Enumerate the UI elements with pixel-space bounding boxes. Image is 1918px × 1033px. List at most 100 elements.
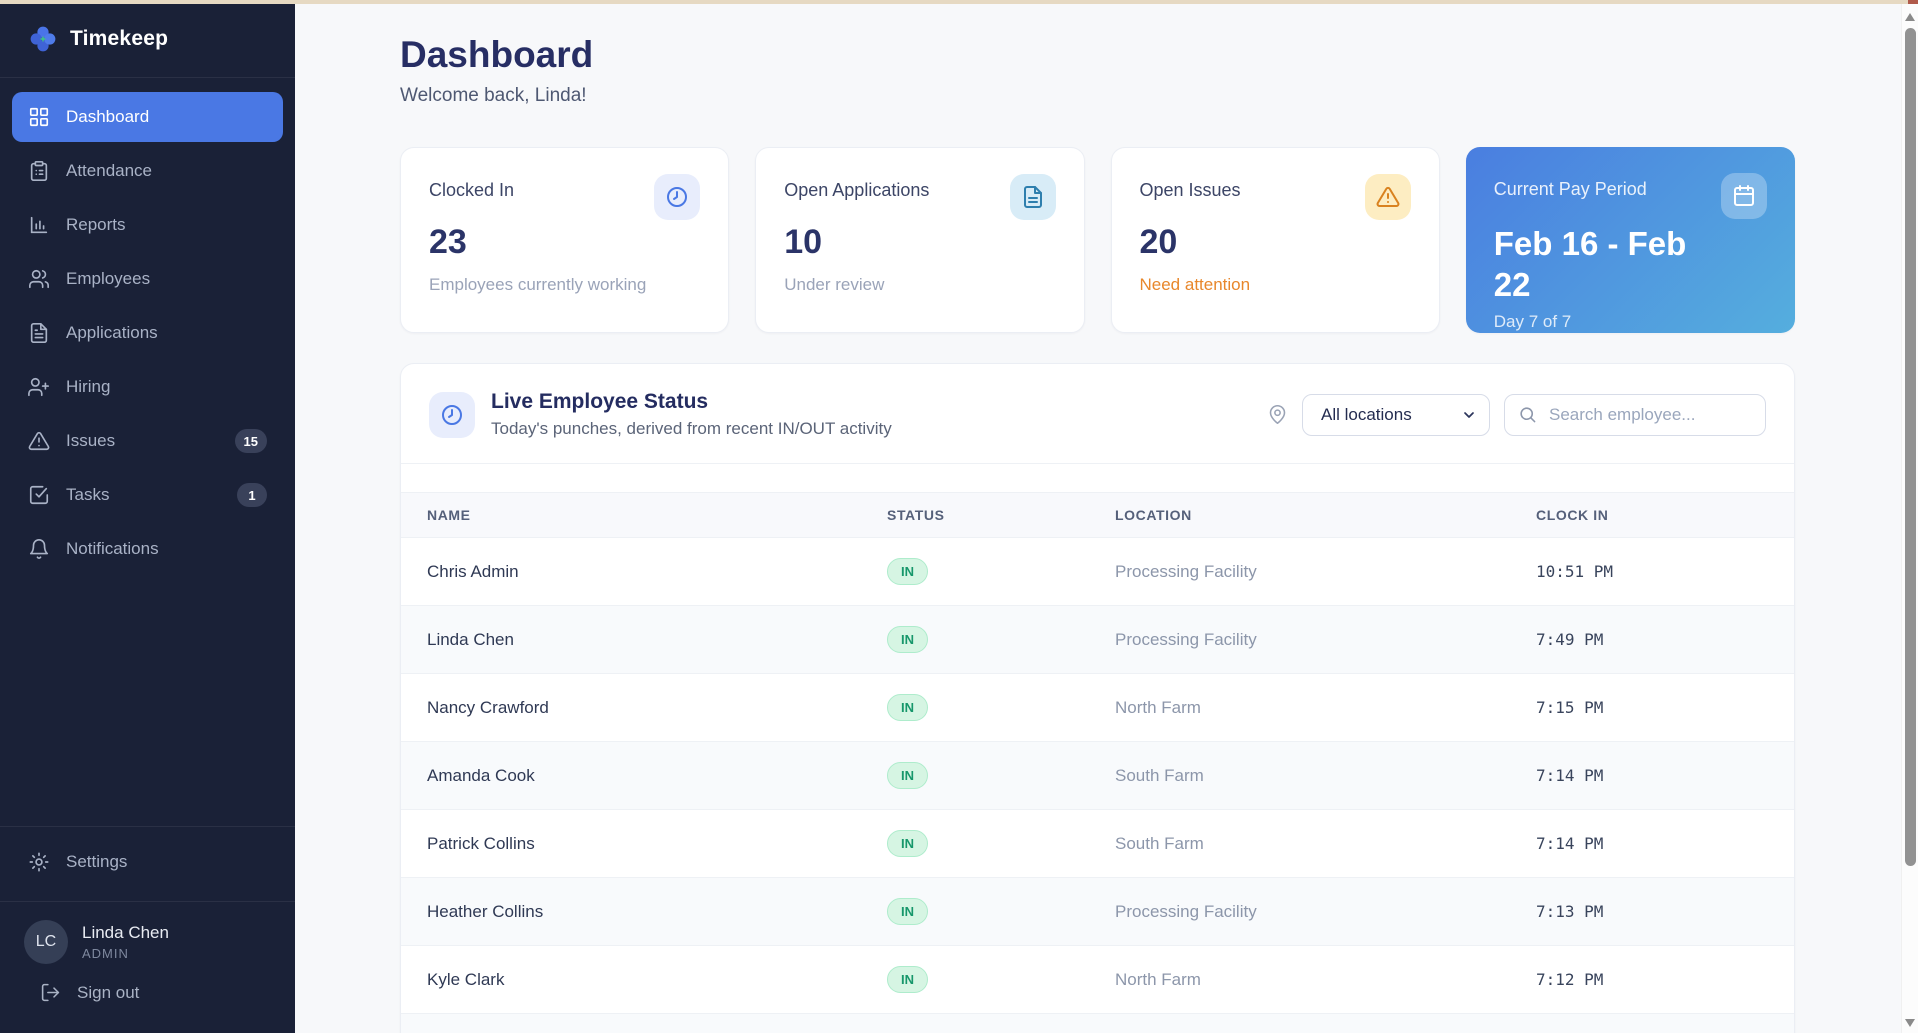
employee-name: Kyle Clark xyxy=(401,945,887,1014)
sidebar-item-label: Employees xyxy=(66,269,151,288)
search-icon xyxy=(1518,405,1537,429)
sidebar-item-label: Hiring xyxy=(66,377,111,396)
warning-icon xyxy=(1364,174,1411,220)
sidebar-item-reports[interactable]: Reports xyxy=(12,200,283,250)
employee-location: South Farm xyxy=(1115,809,1536,878)
employee-name: Patrick Collins xyxy=(401,809,887,878)
stat-card-pay-period: Current Pay Period Feb 16 - Feb 22 Day 7… xyxy=(1465,147,1795,333)
dashboard-icon xyxy=(28,106,50,128)
clock-in-time: 10:51 PM xyxy=(1536,537,1794,606)
page-subtitle: Welcome back, Linda! xyxy=(400,85,587,106)
sidebar-item-hiring[interactable]: Hiring xyxy=(12,362,283,412)
window-edge-accent xyxy=(1908,0,1918,4)
stat-card-clocked-in: Clocked In 23 Employees currently workin… xyxy=(400,147,730,333)
page-title: Dashboard xyxy=(400,34,594,75)
employee-location: North Farm xyxy=(1115,945,1536,1014)
table-row[interactable]: Amanda Cook IN South Farm 7:14 PM xyxy=(401,741,1794,810)
employee-name: Guillermo Cervantes xyxy=(401,1013,887,1033)
employee-location: South Farm xyxy=(1115,741,1536,810)
app-logo: Timekeep xyxy=(0,0,295,78)
table-row[interactable]: Patrick Collins IN South Farm 7:14 PM xyxy=(401,809,1794,878)
stat-label: Open Issues xyxy=(1139,180,1241,200)
user-name: Linda Chen xyxy=(82,923,169,942)
column-header-clock-in: CLOCK IN xyxy=(1536,492,1794,538)
sidebar-item-applications[interactable]: Applications xyxy=(12,308,283,358)
sign-out-icon xyxy=(40,982,61,1003)
stat-value: 23 xyxy=(429,223,467,261)
sidebar-item-label: Tasks xyxy=(66,485,110,504)
status-badge: IN xyxy=(887,694,928,721)
stat-subtext: Employees currently working xyxy=(429,274,647,294)
attendance-icon xyxy=(28,160,50,182)
scroll-down-arrow-icon[interactable] xyxy=(1905,1019,1915,1027)
stat-card-open-issues: Open Issues 20 Need attention xyxy=(1110,147,1440,333)
clock-in-time: 7:14 PM xyxy=(1536,741,1794,810)
table-row[interactable]: Guillermo Cervantes IN South Farm 7:11 P… xyxy=(401,1013,1794,1033)
employee-location: Processing Facility xyxy=(1115,877,1536,946)
panel-subtitle: Today's punches, derived from recent IN/… xyxy=(491,419,892,438)
table-row[interactable]: Chris Admin IN Processing Facility 10:51… xyxy=(401,537,1794,606)
applications-icon xyxy=(28,322,50,344)
sidebar-item-dashboard[interactable]: Dashboard xyxy=(12,92,283,142)
app-name: Timekeep xyxy=(70,26,169,50)
stat-value: 10 xyxy=(784,223,823,261)
sidebar-item-settings[interactable]: Settings xyxy=(12,837,283,887)
stat-value: 20 xyxy=(1139,223,1178,261)
sidebar-item-tasks[interactable]: Tasks 1 xyxy=(12,470,283,520)
table-row[interactable]: Kyle Clark IN North Farm 7:12 PM xyxy=(401,945,1794,1014)
sidebar-item-label: Dashboard xyxy=(66,107,150,126)
scroll-up-arrow-icon[interactable] xyxy=(1905,13,1915,21)
sign-out-button[interactable]: Sign out xyxy=(12,968,283,1023)
hiring-icon xyxy=(28,376,50,398)
sidebar-item-attendance[interactable]: Attendance xyxy=(12,146,283,196)
stat-label: Current Pay Period xyxy=(1493,179,1647,199)
sidebar-item-employees[interactable]: Employees xyxy=(12,254,283,304)
employee-name: Linda Chen xyxy=(401,605,887,674)
employee-table: NAME STATUS LOCATION CLOCK IN Chris Admi… xyxy=(401,492,1794,1033)
stat-card-open-applications: Open Applications 10 Under review xyxy=(755,147,1085,333)
employee-name: Chris Admin xyxy=(401,537,887,606)
reports-icon xyxy=(28,214,50,236)
tasks-icon xyxy=(28,484,50,506)
location-filter-select[interactable]: All locations xyxy=(1302,393,1490,436)
user-profile[interactable]: LC Linda Chen ADMIN xyxy=(12,916,283,968)
table-row[interactable]: Linda Chen IN Processing Facility 7:49 P… xyxy=(401,605,1794,674)
vertical-scrollbar[interactable] xyxy=(1901,4,1918,1033)
clock-in-time: 7:11 PM xyxy=(1536,1013,1794,1033)
status-badge: IN xyxy=(887,830,928,857)
sidebar-item-label: Reports xyxy=(66,215,126,234)
clock-in-time: 7:49 PM xyxy=(1536,605,1794,674)
sidebar-item-issues[interactable]: Issues 15 xyxy=(12,416,283,466)
clock-icon xyxy=(429,391,475,438)
avatar: LC xyxy=(24,920,68,964)
stat-subtext: Need attention xyxy=(1139,274,1251,294)
sidebar-nav: Dashboard Attendance Reports Employees A… xyxy=(0,78,295,826)
status-badge: IN xyxy=(887,898,928,925)
status-badge: IN xyxy=(887,966,928,993)
settings-label: Settings xyxy=(66,852,128,871)
scrollbar-thumb[interactable] xyxy=(1905,28,1916,866)
main-content: Dashboard Welcome back, Linda! Clocked I… xyxy=(295,4,1918,1033)
tasks-count-badge: 1 xyxy=(237,483,267,507)
window-edge-strip xyxy=(0,0,1918,4)
stats-grid: Clocked In 23 Employees currently workin… xyxy=(400,147,1795,333)
column-header-status: STATUS xyxy=(887,492,1115,538)
table-row[interactable]: Heather Collins IN Processing Facility 7… xyxy=(401,877,1794,946)
sidebar-item-notifications[interactable]: Notifications xyxy=(12,524,283,574)
employee-name: Amanda Cook xyxy=(401,741,887,810)
table-row[interactable]: Nancy Crawford IN North Farm 7:15 PM xyxy=(401,673,1794,742)
calendar-icon xyxy=(1721,173,1767,219)
table-header-row: NAME STATUS LOCATION CLOCK IN xyxy=(401,492,1794,538)
column-header-location: LOCATION xyxy=(1115,492,1536,538)
stat-subtext: Day 7 of 7 xyxy=(1493,311,1572,331)
search-input[interactable] xyxy=(1504,393,1766,436)
employee-name: Nancy Crawford xyxy=(401,673,887,742)
stat-subtext: Under review xyxy=(784,274,885,294)
clock-in-time: 7:13 PM xyxy=(1536,877,1794,946)
stat-label: Clocked In xyxy=(429,180,515,200)
clock-icon xyxy=(654,174,701,220)
stat-label: Open Applications xyxy=(784,180,930,200)
sidebar-item-label: Attendance xyxy=(66,161,153,180)
issues-count-badge: 15 xyxy=(234,429,267,453)
employee-name: Heather Collins xyxy=(401,877,887,946)
